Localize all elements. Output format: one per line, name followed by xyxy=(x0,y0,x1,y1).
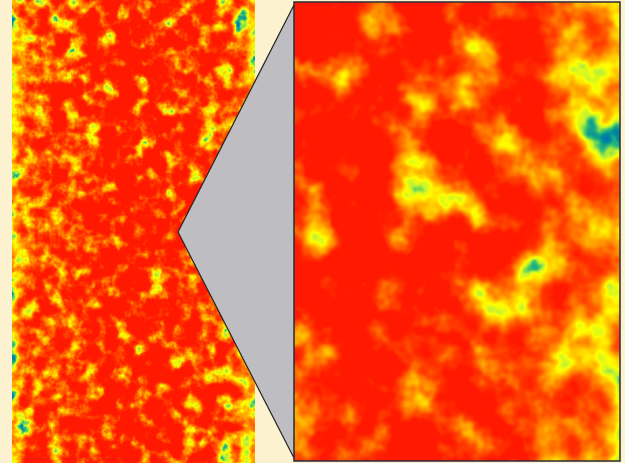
zoom-frame xyxy=(293,1,621,462)
zoomed-heatmap xyxy=(294,2,620,461)
